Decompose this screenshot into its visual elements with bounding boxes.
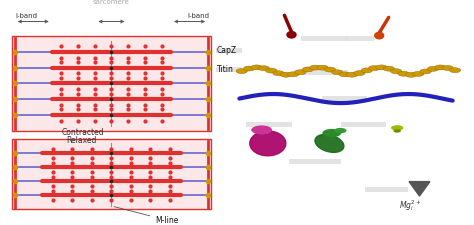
Circle shape xyxy=(391,69,402,74)
Circle shape xyxy=(354,71,365,76)
Bar xyxy=(12,36,211,131)
Circle shape xyxy=(449,68,461,73)
Bar xyxy=(216,67,242,72)
Text: sarcomere: sarcomere xyxy=(93,0,130,5)
Bar xyxy=(365,187,408,192)
Circle shape xyxy=(251,125,272,135)
Circle shape xyxy=(302,67,314,72)
Circle shape xyxy=(244,66,255,71)
Text: Titin: Titin xyxy=(211,65,234,74)
Bar xyxy=(301,36,348,41)
Circle shape xyxy=(412,71,424,76)
Text: CapZ: CapZ xyxy=(211,46,237,55)
Circle shape xyxy=(435,65,446,70)
Bar xyxy=(289,160,341,164)
Bar xyxy=(246,122,292,127)
Circle shape xyxy=(376,65,387,70)
Circle shape xyxy=(273,71,284,76)
Circle shape xyxy=(258,66,270,71)
Circle shape xyxy=(368,66,380,71)
Circle shape xyxy=(334,128,346,133)
Text: $Mg_i^{2+}$: $Mg_i^{2+}$ xyxy=(399,198,421,213)
Circle shape xyxy=(398,71,409,76)
Circle shape xyxy=(280,72,292,77)
Circle shape xyxy=(317,65,328,70)
Text: Contracted: Contracted xyxy=(62,128,104,137)
Polygon shape xyxy=(250,131,286,156)
Circle shape xyxy=(322,129,341,137)
Circle shape xyxy=(405,72,417,77)
Circle shape xyxy=(324,67,336,72)
Bar xyxy=(216,47,242,53)
Ellipse shape xyxy=(374,32,384,40)
Bar xyxy=(237,11,474,218)
Circle shape xyxy=(420,69,431,74)
Circle shape xyxy=(295,70,306,75)
Polygon shape xyxy=(315,134,344,152)
Bar xyxy=(341,122,386,127)
Circle shape xyxy=(332,70,343,75)
Circle shape xyxy=(339,72,350,77)
Ellipse shape xyxy=(286,31,297,39)
Text: M-line: M-line xyxy=(114,207,179,225)
Circle shape xyxy=(310,65,321,70)
Bar xyxy=(322,96,367,101)
Circle shape xyxy=(383,66,394,71)
Circle shape xyxy=(236,69,247,74)
Circle shape xyxy=(391,125,403,130)
Bar xyxy=(12,139,211,209)
Text: Relaxed: Relaxed xyxy=(66,136,97,145)
Circle shape xyxy=(427,66,438,71)
Circle shape xyxy=(361,68,373,73)
Circle shape xyxy=(251,65,262,70)
Circle shape xyxy=(393,129,401,133)
Circle shape xyxy=(265,68,277,73)
Circle shape xyxy=(288,72,299,77)
Circle shape xyxy=(442,65,453,70)
Circle shape xyxy=(346,72,358,77)
Polygon shape xyxy=(409,182,430,196)
Text: I-band: I-band xyxy=(187,14,209,19)
Bar xyxy=(294,70,348,75)
Bar xyxy=(345,36,374,41)
Text: I-band: I-band xyxy=(16,14,38,19)
